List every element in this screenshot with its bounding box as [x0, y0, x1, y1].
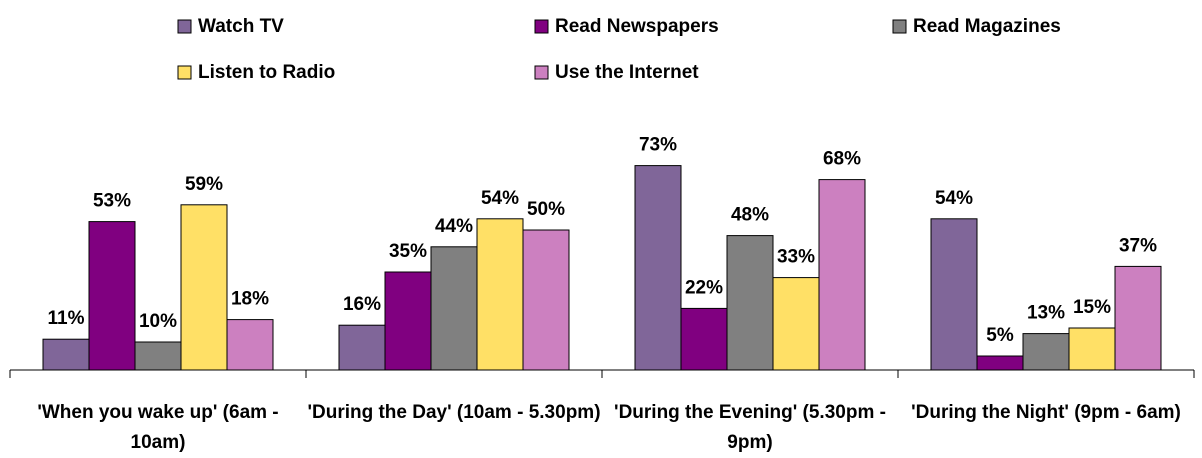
data-label: 48%	[731, 205, 769, 226]
legend-swatch	[534, 19, 549, 34]
bar	[976, 355, 1024, 371]
bar	[522, 229, 570, 371]
data-label: 54%	[481, 188, 519, 209]
bar	[772, 277, 820, 371]
legend-swatch	[892, 19, 907, 34]
legend-label: Use the Internet	[555, 62, 699, 83]
data-label: 10%	[139, 311, 177, 332]
data-label: 16%	[343, 294, 381, 315]
bar	[680, 307, 728, 371]
x-tick-label: 'During the Night' (9pm - 6am)	[911, 402, 1181, 423]
x-tick-label: 'When you wake up' (6am - 10am)	[37, 402, 279, 453]
data-label: 59%	[185, 174, 223, 195]
bar	[1114, 265, 1162, 371]
bar	[1068, 327, 1116, 371]
legend-swatch	[177, 19, 192, 34]
legend-swatch	[534, 65, 549, 80]
data-label: 35%	[389, 241, 427, 262]
bar	[1022, 333, 1070, 371]
data-label: 18%	[231, 289, 269, 310]
bar	[930, 218, 978, 371]
data-label: 33%	[777, 247, 815, 268]
data-label: 68%	[823, 149, 861, 170]
bar	[476, 218, 524, 371]
x-tick-label: 'During the Evening' (5.30pm - 9pm)	[614, 402, 886, 453]
bar	[134, 341, 182, 371]
data-label: 50%	[527, 199, 565, 220]
legend-label: Read Magazines	[913, 16, 1061, 37]
data-label: 73%	[639, 135, 677, 156]
bar	[818, 179, 866, 371]
data-label: 37%	[1119, 235, 1157, 256]
data-label: 15%	[1073, 297, 1111, 318]
x-tick-label: 'During the Day' (10am - 5.30pm)	[307, 402, 601, 423]
data-label: 44%	[435, 216, 473, 237]
data-label: 13%	[1027, 303, 1065, 324]
legend-label: Watch TV	[198, 16, 284, 37]
legend-label: Listen to Radio	[198, 62, 335, 83]
data-label: 5%	[986, 325, 1014, 346]
data-label: 54%	[935, 188, 973, 209]
legend-swatch	[177, 65, 192, 80]
bar	[726, 235, 774, 371]
bar	[338, 324, 386, 371]
bar	[226, 319, 274, 371]
bar	[180, 204, 228, 371]
bar	[88, 221, 136, 371]
bar	[384, 271, 432, 371]
data-label: 22%	[685, 277, 723, 298]
data-label: 11%	[48, 308, 85, 329]
data-label: 53%	[93, 191, 131, 212]
bar	[634, 165, 682, 371]
bar	[42, 338, 90, 371]
bar	[430, 246, 478, 371]
legend-label: Read Newspapers	[555, 16, 719, 37]
